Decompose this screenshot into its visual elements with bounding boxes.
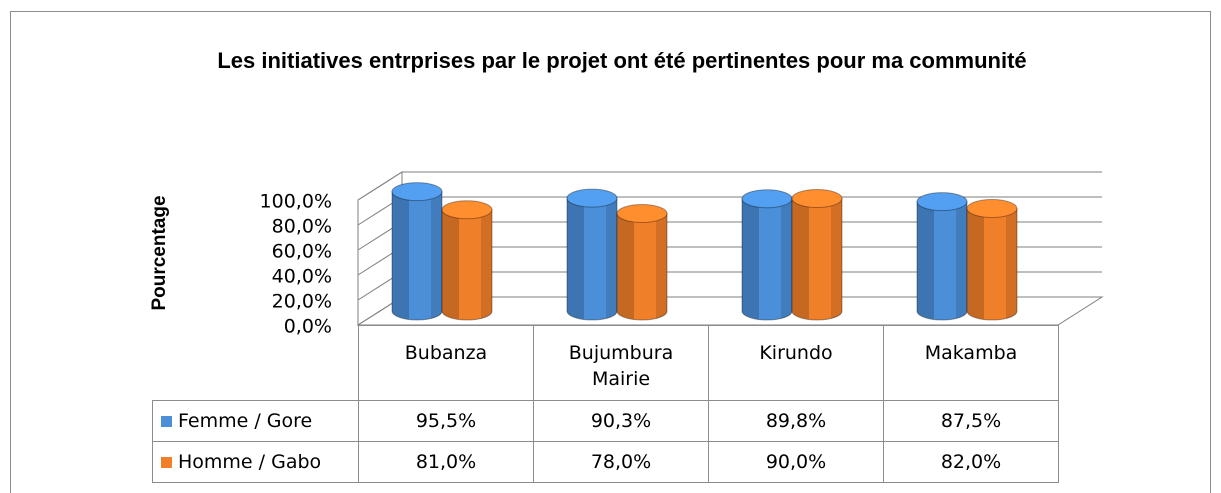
bar-body: [791, 198, 843, 321]
bar: [616, 204, 668, 321]
bar: [741, 189, 793, 321]
bar-shade: [606, 198, 618, 319]
bar: [566, 188, 618, 321]
bar-body: [441, 209, 493, 321]
bar-top: [966, 199, 1018, 218]
category-label: Kirundo: [708, 325, 884, 401]
bar-top: [916, 192, 968, 212]
y-tick-label: 60,0%: [272, 241, 332, 263]
value-label: 87,5%: [883, 400, 1059, 442]
bar-shade: [792, 198, 809, 319]
bar-shade: [617, 213, 634, 319]
bar-shade: [956, 201, 968, 319]
bar: [966, 199, 1018, 321]
chart-title: Les initiatives entrprises par le projet…: [217, 48, 1027, 73]
bar-shade: [742, 198, 759, 319]
bar-shade: [392, 191, 409, 319]
y-axis-label: Pourcentage: [149, 195, 170, 310]
value-label: 90,0%: [708, 441, 884, 483]
bar-body: [741, 198, 793, 321]
value-label: 78,0%: [533, 441, 709, 483]
bar: [916, 192, 968, 321]
bar-top: [791, 189, 843, 208]
bar-shade: [781, 198, 793, 319]
bar-shade: [1006, 208, 1018, 319]
bar-shade: [431, 191, 443, 319]
y-tick-label: 100,0%: [260, 191, 332, 213]
bar-body: [616, 213, 668, 321]
bar: [391, 182, 443, 321]
bar-body: [391, 191, 443, 321]
bar-shade: [917, 201, 934, 319]
value-label: 81,0%: [358, 441, 534, 483]
category-label: Bubanza: [358, 325, 534, 401]
bar-shade: [831, 198, 843, 319]
bar-body: [566, 197, 618, 321]
legend-swatch: [161, 415, 172, 427]
bar-shade: [442, 209, 459, 319]
bar-top: [741, 189, 793, 209]
category-label: Makamba: [883, 325, 1059, 401]
bar-top: [391, 182, 443, 202]
legend-entry: Femme / Gore: [152, 400, 359, 442]
bar-body: [966, 208, 1018, 321]
legend-label: Femme / Gore: [178, 410, 313, 432]
bar-shade: [481, 209, 493, 319]
value-label: 95,5%: [358, 400, 534, 442]
bar-top: [441, 200, 493, 220]
y-tick-label: 20,0%: [272, 291, 332, 313]
value-label: 90,3%: [533, 400, 709, 442]
bar-shade: [567, 198, 584, 319]
value-label: 82,0%: [883, 441, 1059, 483]
bar-shade: [967, 208, 984, 319]
bar-top: [566, 188, 618, 208]
category-label: Bujumbura Mairie: [533, 325, 709, 401]
y-tick-label: 40,0%: [272, 266, 332, 288]
bar: [791, 189, 843, 321]
bar-top: [616, 204, 668, 223]
bar-body: [916, 201, 968, 321]
legend-swatch: [161, 456, 172, 468]
grid-line: [357, 171, 1102, 201]
bar: [441, 200, 493, 321]
chart-frame: [10, 11, 1211, 493]
y-tick-label: 80,0%: [272, 216, 332, 238]
value-label: 89,8%: [708, 400, 884, 442]
y-tick-label: 0,0%: [284, 316, 332, 338]
bar-shade: [656, 213, 668, 319]
legend-entry: Homme / Gabo: [152, 441, 359, 483]
legend-label: Homme / Gabo: [178, 451, 322, 473]
